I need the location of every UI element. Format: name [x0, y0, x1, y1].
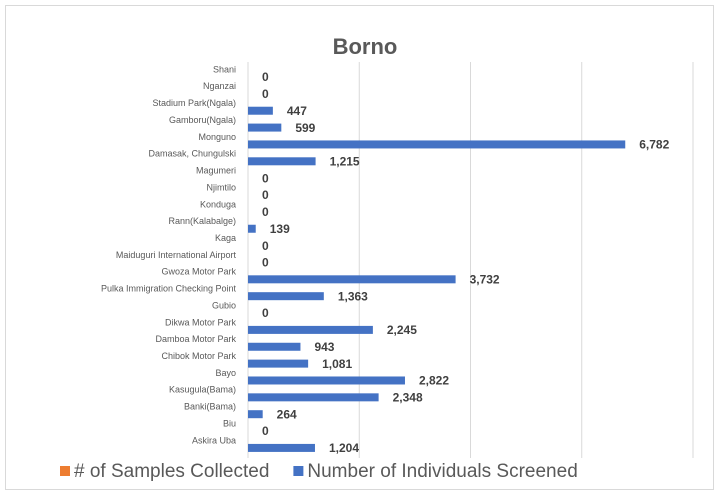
category-label: Magumeri [196, 166, 236, 176]
category-label: Damasak, Chungulski [148, 149, 236, 159]
bar [248, 325, 373, 334]
bar [248, 157, 316, 166]
category-label: Gubio [212, 300, 236, 310]
value-label: 1,363 [338, 289, 368, 303]
value-label: 2,348 [393, 391, 423, 405]
category-label: Bayo [215, 368, 236, 378]
value-label: 0 [262, 188, 269, 202]
value-label: 447 [287, 104, 307, 118]
value-label: 0 [262, 171, 269, 185]
category-label: Banki(Bama) [184, 402, 236, 412]
chart-title: Borno [333, 34, 398, 59]
value-label: 2,245 [387, 323, 417, 337]
value-label: 3,732 [470, 272, 500, 286]
category-label: Rann(Kalabalge) [168, 216, 236, 226]
value-label: 1,204 [329, 441, 359, 455]
category-label: Kaga [215, 233, 236, 243]
category-label: Biu [223, 418, 236, 428]
value-label: 0 [262, 70, 269, 84]
bar [248, 106, 273, 115]
category-label: Stadium Park(Ngala) [152, 98, 236, 108]
value-label: 1,081 [322, 357, 352, 371]
bar [248, 359, 309, 368]
bar [248, 376, 405, 385]
category-label: Maiduguri International Airport [116, 250, 237, 260]
bar [248, 140, 626, 149]
category-label: Kasugula(Bama) [169, 385, 236, 395]
value-label: 0 [262, 424, 269, 438]
category-label: Dikwa Motor Park [165, 317, 237, 327]
value-label: 599 [295, 121, 315, 135]
category-label: Askira Uba [192, 435, 236, 445]
value-label: 139 [270, 222, 290, 236]
category-label: Monguno [198, 132, 236, 142]
category-label: Nganzai [203, 81, 236, 91]
category-label: Damboa Motor Park [155, 334, 236, 344]
bar [248, 224, 256, 233]
value-label: 0 [262, 205, 269, 219]
value-label: 0 [262, 239, 269, 253]
legend-swatch [60, 466, 70, 476]
value-label: 0 [262, 256, 269, 270]
value-label: 2,822 [419, 374, 449, 388]
category-label: Konduga [200, 199, 236, 209]
bar [248, 342, 301, 351]
bar [248, 393, 379, 402]
legend-label: Number of Individuals Screened [307, 461, 577, 482]
value-label: 6,782 [639, 138, 669, 152]
value-label: 943 [314, 340, 334, 354]
category-label: Shani [213, 64, 236, 74]
value-label: 0 [262, 306, 269, 320]
bar [248, 410, 263, 419]
value-label: 0 [262, 87, 269, 101]
bar [248, 123, 282, 132]
bar [248, 292, 324, 301]
bar [248, 275, 456, 284]
category-label: Njimtilo [206, 182, 236, 192]
category-label: Gwoza Motor Park [161, 267, 236, 277]
value-label: 1,215 [330, 154, 360, 168]
legend-swatch [293, 466, 304, 476]
value-label: 264 [277, 407, 297, 421]
bar [248, 443, 315, 452]
legend-label: # of Samples Collected [74, 461, 269, 482]
category-label: Gamboru(Ngala) [169, 115, 236, 125]
category-label: Pulka Immigration Checking Point [101, 284, 237, 294]
category-label: Chibok Motor Park [161, 351, 236, 361]
